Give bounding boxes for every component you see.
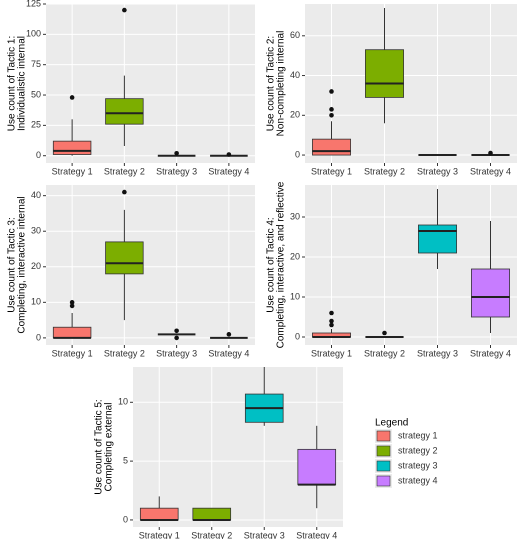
y-tick-label: 10	[31, 297, 41, 307]
x-tick-label: Strategy 2	[191, 530, 232, 539]
x-tick-label: Strategy 3	[244, 530, 285, 539]
box	[297, 448, 337, 486]
box	[139, 507, 179, 521]
box	[52, 140, 92, 155]
outlier	[329, 113, 334, 118]
y-tick-label: 10	[118, 397, 128, 407]
y-tick-label: 125	[26, 0, 41, 8]
box	[52, 326, 92, 339]
y-axis-title: Non-completing internal	[276, 31, 287, 137]
y-tick-label: 10	[290, 291, 300, 301]
x-tick-label: Strategy 3	[156, 166, 197, 176]
plot-background	[133, 367, 343, 527]
x-tick-label: Strategy 1	[311, 166, 352, 176]
y-axis-title: Use count of Tactic 3:	[7, 217, 18, 312]
legend-label: strategy 2	[398, 445, 438, 455]
plot-background	[305, 4, 517, 163]
y-tick-label: 20	[31, 261, 41, 271]
outlier	[69, 95, 75, 100]
legend-swatch	[376, 460, 391, 472]
x-tick-label: Strategy 3	[156, 348, 197, 358]
y-axis-title: Completing external	[104, 403, 115, 492]
x-tick-label: Strategy 4	[470, 348, 511, 358]
box	[105, 98, 144, 125]
y-axis-title: Completing, interactive, and reflective	[276, 181, 287, 348]
x-tick-label: Strategy 4	[208, 166, 249, 176]
outlier	[122, 189, 127, 195]
y-tick-label: 50	[31, 89, 41, 99]
y-tick-label: 40	[290, 70, 300, 80]
box	[418, 224, 457, 254]
x-tick-label: Strategy 4	[296, 530, 337, 539]
y-tick-label: 100	[26, 29, 41, 39]
box	[312, 138, 351, 156]
y-axis-title: Use count of Tactic 5:	[94, 399, 105, 494]
outlier	[329, 89, 334, 94]
x-tick-label: Strategy 3	[417, 166, 458, 176]
legend-title: Legend	[375, 418, 408, 429]
x-tick-label: Strategy 4	[470, 166, 511, 176]
outlier	[329, 107, 334, 112]
y-tick-label: 75	[31, 59, 41, 69]
y-tick-label: 0	[36, 150, 41, 160]
outlier	[329, 322, 334, 328]
x-tick-label: Strategy 3	[417, 348, 458, 358]
y-tick-label: 0	[295, 149, 300, 159]
x-tick-label: Strategy 2	[104, 166, 145, 176]
x-tick-label: Strategy 4	[208, 348, 249, 358]
box	[365, 49, 404, 98]
outlier	[382, 330, 387, 336]
y-axis-title: Completing, interactive internal	[17, 196, 28, 333]
box	[471, 268, 510, 318]
y-tick-label: 30	[31, 226, 41, 236]
y-tick-label: 40	[31, 190, 41, 200]
plot-background	[46, 4, 255, 163]
outlier	[226, 152, 232, 157]
x-tick-label: Strategy 2	[104, 348, 145, 358]
legend-label: strategy 1	[398, 430, 438, 440]
outlier	[174, 328, 179, 334]
y-tick-label: 60	[290, 30, 300, 40]
y-axis-title: Use count of Tactic 4:	[266, 217, 277, 312]
outlier	[329, 318, 334, 324]
y-tick-label: 30	[290, 211, 300, 221]
legend-swatch	[376, 475, 391, 487]
x-tick-label: Strategy 2	[364, 166, 405, 176]
box	[105, 241, 144, 275]
outlier	[174, 150, 179, 156]
plot-background	[305, 185, 517, 345]
x-tick-label: Strategy 1	[311, 348, 352, 358]
y-tick-label: 0	[123, 514, 128, 524]
y-axis-title: Use count of Tactic 2:	[266, 36, 277, 131]
plot-background	[46, 185, 255, 345]
outlier	[174, 335, 179, 341]
y-tick-label: 20	[290, 251, 300, 261]
y-tick-label: 0	[36, 332, 41, 342]
y-axis-title: Individualistic internal	[17, 36, 28, 131]
x-tick-label: Strategy 1	[52, 166, 93, 176]
outlier	[69, 300, 75, 305]
legend-swatch	[376, 430, 391, 442]
y-tick-label: 0	[295, 331, 300, 341]
outlier	[226, 332, 232, 337]
outlier	[329, 310, 334, 316]
y-tick-label: 25	[31, 120, 41, 130]
outlier	[122, 7, 127, 13]
y-tick-label: 5	[123, 455, 128, 465]
legend-label: strategy 4	[398, 475, 438, 485]
x-tick-label: Strategy 1	[52, 348, 93, 358]
y-tick-label: 20	[290, 110, 300, 120]
outlier	[69, 303, 75, 309]
y-axis-title: Use count of Tactic 1:	[7, 36, 18, 131]
box	[192, 507, 232, 521]
x-tick-label: Strategy 1	[139, 530, 180, 539]
legend-swatch	[376, 445, 391, 457]
outlier	[488, 150, 493, 156]
x-tick-label: Strategy 2	[364, 348, 405, 358]
legend-label: strategy 3	[398, 460, 438, 470]
